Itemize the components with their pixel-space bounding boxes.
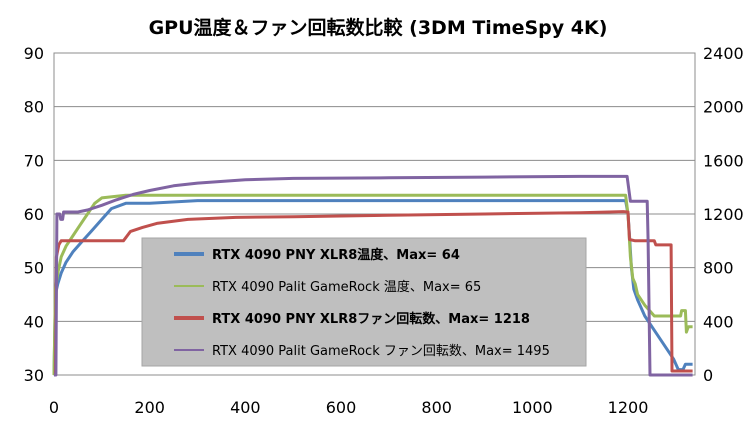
y-left-tick-label: 40 (24, 312, 44, 331)
plot-area (53, 52, 696, 376)
legend-label-2: RTX 4090 Palit GameRock 温度、Max= 65 (212, 279, 481, 295)
y-left-tick-label: 50 (24, 259, 44, 278)
x-tick-label: 200 (134, 398, 165, 417)
y-left-tick-label: 80 (24, 98, 44, 117)
legend-items: RTX 4090 PNY XLR8温度、Max= 64 RTX 4090 Pali… (174, 247, 550, 359)
x-tick-label: 1200 (608, 398, 649, 417)
legend: RTX 4090 PNY XLR8温度、Max= 64 RTX 4090 Pali… (141, 237, 587, 367)
x-tick-label: 600 (326, 398, 357, 417)
legend-label-4: RTX 4090 Palit GameRock ファン回転数、Max= 1495 (212, 344, 550, 359)
chart-title: GPU温度＆ファン回転数比較 (3DM TimeSpy 4K) (149, 16, 608, 39)
series-line-3 (53, 210, 693, 377)
y-left-tick-label: 30 (24, 366, 44, 385)
legend-box (141, 237, 587, 367)
x-tick-label: 1000 (512, 398, 553, 417)
x-tick-label: 400 (230, 398, 261, 417)
legend-label-3: RTX 4090 PNY XLR8ファン回転数、Max= 1218 (212, 311, 530, 327)
y-right-tick-label: 400 (703, 312, 734, 331)
x-tick-label: 0 (49, 398, 59, 417)
y-right-tick-label: 1600 (703, 151, 744, 170)
y-right-tick-label: 2400 (703, 44, 744, 63)
axis-labels: 30 40 50 60 70 80 90 0 400 800 1200 1600 2000 2400 0 20… (24, 44, 744, 417)
y-left-tick-label: 60 (24, 205, 44, 224)
series-line-2 (52, 193, 693, 376)
y-left-tick-label: 70 (24, 151, 44, 170)
x-tick-label: 800 (421, 398, 452, 417)
series-line-1 (52, 199, 693, 376)
y-right-tick-label: 0 (703, 366, 713, 385)
series-line-4 (54, 174, 693, 377)
y-left-tick-label: 90 (24, 44, 44, 63)
y-right-tick-label: 2000 (703, 98, 744, 117)
y-right-tick-label: 1200 (703, 205, 744, 224)
y-right-tick-label: 800 (703, 259, 734, 278)
series-group (52, 174, 693, 377)
legend-label-1: RTX 4090 PNY XLR8温度、Max= 64 (212, 247, 460, 263)
